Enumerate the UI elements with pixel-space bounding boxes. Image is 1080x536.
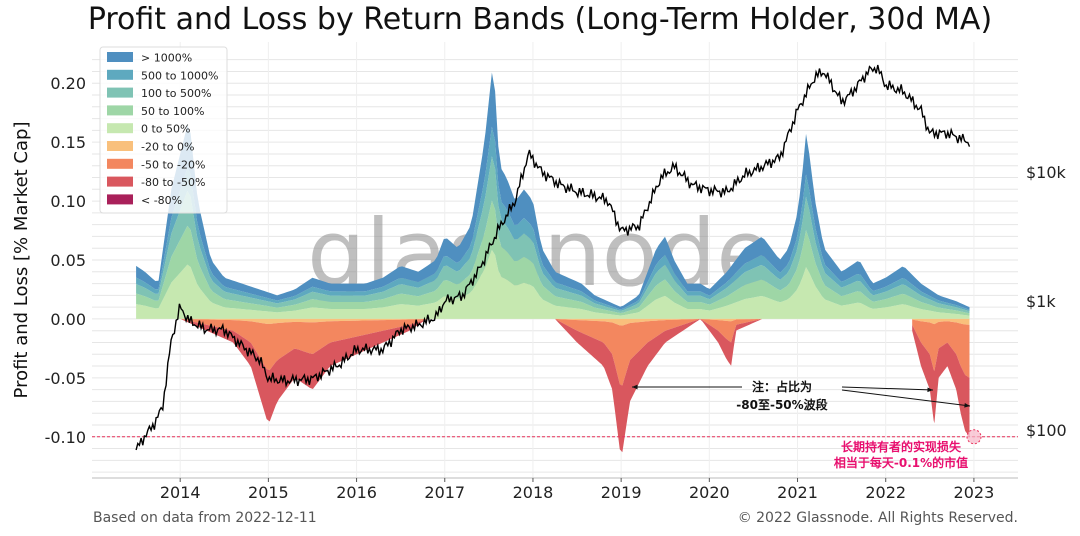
right-tick-label: $1k (1026, 292, 1056, 311)
annotations: 注：占比为 -80至-50%波段 长期持有者的实现损失 相当于每天-0.1%的市… (632, 379, 971, 470)
legend-swatch (107, 69, 133, 80)
x-tick-label: 2023 (954, 483, 995, 502)
legend-swatch (107, 158, 133, 169)
annotation-arrow-2022b (841, 389, 971, 407)
y-tick-label: 0.00 (50, 310, 86, 329)
x-tick-label: 2019 (601, 483, 642, 502)
y-tick-label: -0.10 (45, 428, 86, 447)
legend-swatch (107, 141, 133, 151)
annotation-arrow-2022a (841, 386, 934, 391)
price-line (135, 64, 971, 451)
loss-band-2-1 (912, 319, 970, 378)
annotation-loss-line1: 长期持有者的实现损失 (841, 439, 962, 454)
legend-swatch (107, 87, 133, 98)
x-tick-label: 2017 (424, 483, 465, 502)
legend-label: < -80% (141, 194, 182, 207)
annotation-note-line1: 注：占比为 (752, 379, 812, 394)
legend-label: -50 to -20% (141, 158, 205, 171)
legend: > 1000% 500 to 1000% 100 to 500% 50 to 100%… (99, 46, 228, 214)
y-tick-label: -0.05 (45, 369, 86, 388)
area-band-4 (136, 249, 970, 319)
x-tick-label: 2015 (248, 483, 289, 502)
x-tick-label: 2014 (160, 483, 201, 502)
area-band-2 (136, 156, 970, 314)
annotation-note-line2: -80至-50%波段 (736, 397, 828, 412)
chart-title: Profit and Loss by Return Bands (Long-Te… (87, 2, 993, 37)
annotation-arrow-2022b-head (964, 402, 970, 408)
legend-label: -80 to -50% (141, 176, 205, 189)
y-tick-label: 0.15 (50, 133, 86, 152)
legend-label: -20 to 0% (141, 141, 194, 154)
footer-data-date: Based on data from 2022-12-11 (93, 510, 317, 526)
reference-marker (966, 429, 982, 445)
annotation-arrow-2022a-head (927, 387, 933, 393)
y-tick-label: 0.10 (50, 192, 86, 211)
legend-swatch (107, 123, 133, 134)
legend-swatch (107, 105, 133, 116)
legend-swatch (107, 194, 133, 205)
right-tick-label: $100 (1026, 421, 1067, 440)
loss-band-0-1 (180, 318, 428, 371)
right-tick-label: $10k (1026, 163, 1067, 182)
x-tick-label: 2016 (336, 483, 377, 502)
footer-copyright: © 2022 Glassnode. All Rights Reserved. (737, 510, 1018, 526)
loss-band-1-2 (555, 318, 763, 453)
x-tick-label: 2021 (777, 483, 818, 502)
x-tick-label: 2020 (689, 483, 730, 502)
loss-band-0-0 (180, 318, 428, 325)
annotation-arrow-2019-head (632, 384, 638, 390)
loss-band-1-1 (555, 318, 763, 386)
legend-swatch (107, 176, 133, 187)
y-tick-label: 0.20 (50, 74, 86, 93)
area-band-3 (136, 200, 970, 316)
loss-band-2-0 (912, 318, 970, 325)
legend-swatch (107, 52, 133, 62)
area-band-1 (136, 126, 970, 312)
y-tick-label: 0.05 (50, 251, 86, 270)
grid (92, 42, 1018, 478)
y-axis-label: Profit and Loss [% Market Cap] (11, 122, 32, 399)
loss-band-2-2 (912, 324, 970, 437)
x-tick-label: 2018 (513, 483, 554, 502)
legend-label: 500 to 1000% (141, 69, 218, 82)
price-series-line (135, 64, 971, 451)
x-tick-label: 2022 (865, 483, 906, 502)
legend-label: 0 to 50% (141, 123, 190, 136)
annotation-loss-line2: 相当于每天-0.1%的市值 (834, 455, 968, 470)
axes: 2014 2015 2016 2017 2018 2019 2020 2021 2022 2023… (45, 74, 1067, 502)
loss-band-1-0 (555, 318, 763, 326)
legend-label: 50 to 100% (141, 105, 204, 118)
legend-label: > 1000% (141, 52, 192, 65)
area-band-0 (136, 72, 970, 310)
legend-label: 100 to 500% (141, 87, 211, 100)
